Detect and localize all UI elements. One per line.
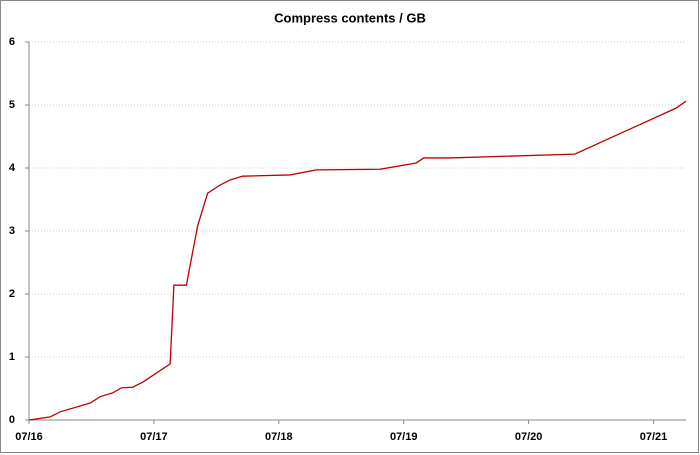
chart-title: Compress contents / GB bbox=[274, 10, 426, 25]
x-tick-label: 07/18 bbox=[265, 431, 293, 443]
line-series bbox=[28, 100, 687, 421]
y-tick-label: 3 bbox=[9, 225, 15, 237]
y-tick-label: 1 bbox=[9, 351, 15, 363]
x-tick-label: 07/20 bbox=[515, 431, 543, 443]
y-tick-label: 5 bbox=[9, 99, 15, 111]
y-tick-label: 0 bbox=[9, 414, 15, 426]
x-tick-label: 07/21 bbox=[640, 431, 668, 443]
x-tick-label: 07/16 bbox=[15, 431, 43, 443]
x-tick-label: 07/17 bbox=[140, 431, 168, 443]
y-tick-label: 2 bbox=[9, 288, 15, 300]
y-tick-label: 4 bbox=[9, 162, 16, 174]
x-tick-label: 07/19 bbox=[390, 431, 418, 443]
y-tick-label: 6 bbox=[9, 36, 15, 48]
